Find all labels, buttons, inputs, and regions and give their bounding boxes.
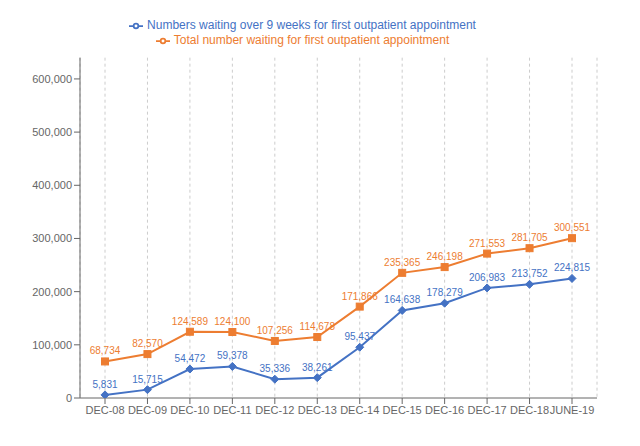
svg-text:178,279: 178,279 (427, 287, 464, 298)
svg-text:600,000: 600,000 (32, 73, 72, 85)
html-text:Numbers waiting over 9 weeks f: Numbers waiting over 9 weeks for first o… (147, 18, 476, 32)
svg-text:59,378: 59,378 (217, 350, 248, 361)
svg-text:DEC-16: DEC-16 (425, 404, 464, 416)
svg-text:246,198: 246,198 (427, 251, 464, 262)
svg-text:271,553: 271,553 (469, 238, 506, 249)
svg-text:114,678: 114,678 (300, 321, 336, 332)
svg-text:281,705: 281,705 (511, 232, 548, 243)
svg-text:DEC-08: DEC-08 (85, 404, 124, 416)
svg-text:DEC-17: DEC-17 (468, 404, 507, 416)
svg-text:224,815: 224,815 (554, 262, 591, 273)
svg-text:DEC-12: DEC-12 (255, 404, 294, 416)
svg-text:68,734: 68,734 (90, 345, 121, 356)
svg-text:107,256: 107,256 (257, 325, 294, 336)
svg-text:300,551: 300,551 (554, 222, 591, 233)
svg-text:500,000: 500,000 (32, 126, 72, 138)
svg-text:DEC-10: DEC-10 (170, 404, 209, 416)
svg-text:124,100: 124,100 (214, 316, 251, 327)
svg-text:DEC-15: DEC-15 (383, 404, 422, 416)
svg-text:171,866: 171,866 (342, 291, 379, 302)
svg-text:35,336: 35,336 (260, 363, 291, 374)
svg-text:54,472: 54,472 (175, 353, 206, 364)
svg-text:213,752: 213,752 (511, 268, 548, 279)
svg-text:DEC-11: DEC-11 (213, 404, 251, 416)
svg-text:DEC-13: DEC-13 (298, 404, 337, 416)
svg-text:164,638: 164,638 (384, 294, 421, 305)
svg-text:DEC-14: DEC-14 (340, 404, 379, 416)
svg-text:82,570: 82,570 (132, 338, 163, 349)
svg-text:15,715: 15,715 (132, 374, 163, 385)
svg-text:200,000: 200,000 (32, 286, 72, 298)
svg-text:235,365: 235,365 (384, 257, 421, 268)
svg-text:DEC-18: DEC-18 (510, 404, 549, 416)
svg-text:0: 0 (66, 392, 72, 404)
svg-text:206,983: 206,983 (469, 272, 506, 283)
svg-text:400,000: 400,000 (32, 179, 72, 191)
svg-text:38,261: 38,261 (302, 362, 333, 373)
svg-text:95,437: 95,437 (344, 331, 375, 342)
svg-text:JUNE-19: JUNE-19 (550, 404, 595, 416)
svg-text:124,589: 124,589 (172, 316, 209, 327)
svg-text:300,000: 300,000 (32, 232, 72, 244)
html-text:Total number waiting for first: Total number waiting for first outpatien… (173, 32, 450, 47)
svg-text:100,000: 100,000 (32, 339, 72, 351)
svg-text:DEC-09: DEC-09 (128, 404, 167, 416)
svg-text:5,831: 5,831 (92, 379, 117, 390)
